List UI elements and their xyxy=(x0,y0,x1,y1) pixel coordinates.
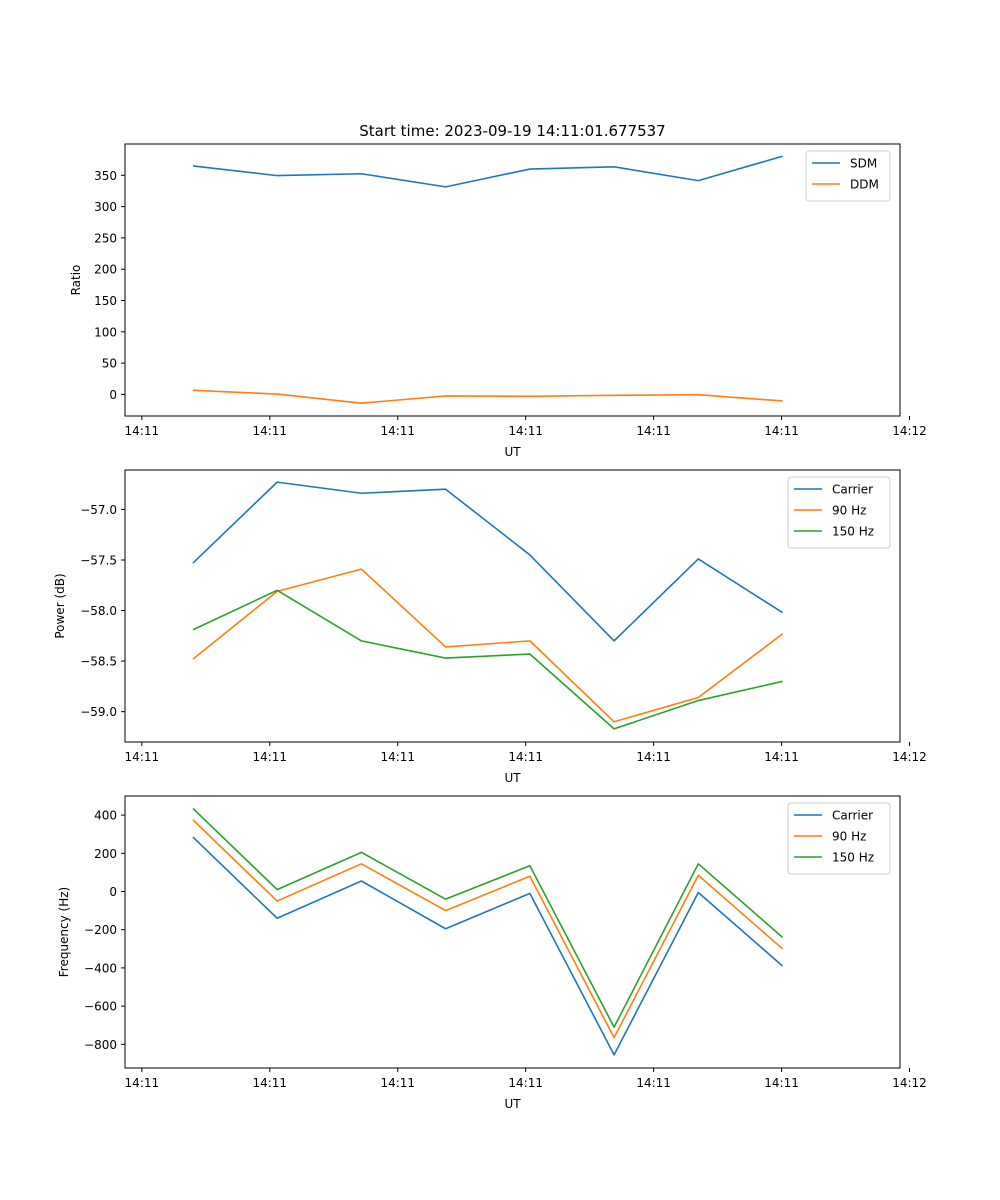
power-x-tick-label: 14:11 xyxy=(764,750,799,764)
frequency-legend-label: 90 Hz xyxy=(832,830,866,844)
frequency-legend-label: Carrier xyxy=(832,809,873,823)
ratio-x-tick-label: 14:11 xyxy=(636,424,671,438)
ratio-x-axis-label: UT xyxy=(504,445,521,459)
power-x-tick-label: 14:11 xyxy=(380,750,415,764)
frequency-legend-label: 150 Hz xyxy=(832,851,874,865)
ratio-axes-frame xyxy=(124,143,901,417)
power-x-tick-label: 14:11 xyxy=(508,750,543,764)
power-x-tick-label: 14:12 xyxy=(892,750,927,764)
power-y-tick-label: −57.0 xyxy=(80,503,117,517)
ratio-y-tick-label: 350 xyxy=(94,169,117,183)
power-series-90-hz xyxy=(192,568,784,723)
power-series-carrier xyxy=(192,481,783,642)
power-x-tick-label: 14:11 xyxy=(636,750,671,764)
power-panel: 14:11 14:11 14:11 14:11 14:11 14:11 14:12 −59.0… xyxy=(53,469,927,785)
ratio-y-axis-label: Ratio xyxy=(69,265,83,296)
ratio-series-ddm xyxy=(192,389,783,404)
frequency-y-axis-label: Frequency (Hz) xyxy=(57,887,71,978)
power-axes-frame xyxy=(124,469,901,743)
power-legend-label: Carrier xyxy=(832,483,873,497)
frequency-series-150-hz xyxy=(192,807,784,1028)
ratio-legend-label: DDM xyxy=(850,178,879,192)
frequency-y-tick-label: 200 xyxy=(94,847,117,861)
frequency-x-tick-label: 14:11 xyxy=(508,1076,543,1090)
ratio-y-tick-label: 0 xyxy=(109,388,117,402)
ratio-x-tick-label: 14:11 xyxy=(508,424,543,438)
power-x-tick-label: 14:11 xyxy=(252,750,287,764)
ratio-x-tick-label: 14:11 xyxy=(252,424,287,438)
frequency-x-tick-label: 14:11 xyxy=(380,1076,415,1090)
ratio-y-tick-label: 100 xyxy=(94,325,117,339)
power-y-tick-label: −58.5 xyxy=(80,655,117,669)
ratio-x-tick-label: 14:11 xyxy=(125,424,160,438)
ratio-y-tick-label: 150 xyxy=(94,294,117,308)
power-y-tick-label: −58.0 xyxy=(80,604,117,618)
figure-title: Start time: 2023-09-19 14:11:01.677537 xyxy=(359,122,665,140)
power-series-150-hz xyxy=(192,589,783,730)
ratio-legend-label: SDM xyxy=(850,157,877,171)
frequency-y-tick-label: −800 xyxy=(84,1038,117,1052)
frequency-y-tick-label: 0 xyxy=(109,885,117,899)
frequency-x-tick-label: 14:11 xyxy=(764,1076,799,1090)
frequency-axes-frame xyxy=(124,795,901,1069)
ratio-y-tick-label: 50 xyxy=(102,357,117,371)
ratio-panel: 14:11 14:11 14:11 14:11 14:11 14:11 14:12 0 50 10… xyxy=(69,143,927,459)
frequency-x-tick-label: 14:11 xyxy=(636,1076,671,1090)
frequency-y-tick-label: −400 xyxy=(84,961,117,975)
power-y-axis-label: Power (dB) xyxy=(53,573,67,638)
frequency-x-tick-label: 14:11 xyxy=(252,1076,287,1090)
frequency-x-tick-label: 14:11 xyxy=(125,1076,160,1090)
power-y-tick-label: −57.5 xyxy=(80,553,117,567)
power-x-tick-label: 14:11 xyxy=(125,750,160,764)
ratio-series-sdm xyxy=(192,155,783,188)
ratio-x-tick-label: 14:11 xyxy=(764,424,799,438)
ratio-x-tick-label: 14:12 xyxy=(892,424,927,438)
frequency-x-tick-label: 14:12 xyxy=(892,1076,927,1090)
frequency-y-tick-label: 400 xyxy=(94,809,117,823)
power-legend-label: 150 Hz xyxy=(832,525,874,539)
frequency-series-carrier xyxy=(192,836,784,1056)
frequency-y-tick-label: −600 xyxy=(84,1000,117,1014)
ratio-x-tick-label: 14:11 xyxy=(380,424,415,438)
ratio-y-tick-label: 300 xyxy=(94,200,117,214)
frequency-panel: 14:11 14:11 14:11 14:11 14:11 14:11 14:12 −800 −… xyxy=(57,795,927,1111)
power-x-axis-label: UT xyxy=(504,771,521,785)
power-legend-label: 90 Hz xyxy=(832,504,866,518)
ratio-y-tick-label: 250 xyxy=(94,231,117,245)
power-y-tick-label: −59.0 xyxy=(80,705,117,719)
frequency-x-axis-label: UT xyxy=(504,1097,521,1111)
ratio-y-tick-label: 200 xyxy=(94,263,117,277)
ratio-legend xyxy=(805,150,891,202)
frequency-series-90-hz xyxy=(192,819,784,1039)
frequency-y-tick-label: −200 xyxy=(84,923,117,937)
